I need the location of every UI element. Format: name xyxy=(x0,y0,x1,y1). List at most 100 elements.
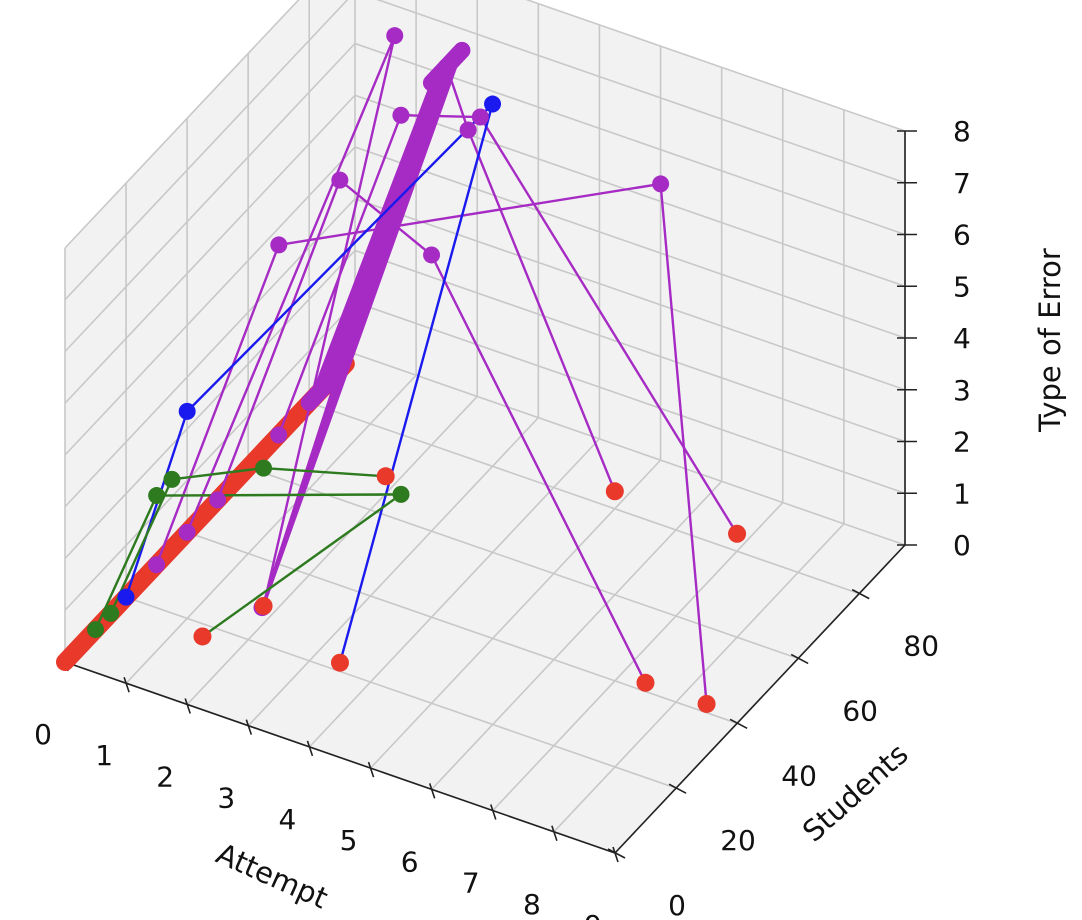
z-tick-label: 8 xyxy=(953,115,971,148)
x-tick-label: 2 xyxy=(156,760,174,793)
grid-line-x-floor xyxy=(369,459,662,769)
grid-line-z-left xyxy=(64,42,356,353)
series-4-end-point xyxy=(728,524,747,543)
series-4-point xyxy=(471,108,489,126)
series-4-line xyxy=(277,113,739,535)
series-3-point xyxy=(438,58,456,76)
x-tick-label: 3 xyxy=(217,782,235,815)
series-4-point xyxy=(392,106,410,124)
z-tick-label: 0 xyxy=(953,529,971,562)
y-tick xyxy=(851,588,870,600)
grid-line-x-floor xyxy=(492,502,784,812)
series-1-point xyxy=(331,361,349,379)
series-9-point xyxy=(392,485,410,503)
x-tick xyxy=(184,698,191,714)
x-tick xyxy=(490,804,497,820)
z-tick-label: 2 xyxy=(953,426,971,459)
grid-line-z-back xyxy=(376,0,906,184)
z-axis-label: Type of Error xyxy=(1033,248,1067,433)
grid-line-y-floor xyxy=(247,466,799,660)
grid-line-z-left xyxy=(64,0,349,301)
series-points xyxy=(87,27,747,713)
series-3-point xyxy=(315,377,333,395)
series-5-end-point xyxy=(636,673,655,692)
series-8-point xyxy=(102,604,120,622)
series-3-point xyxy=(459,121,477,139)
grid-line-z-back xyxy=(525,0,906,132)
grid-line-x-floor xyxy=(186,395,478,705)
series-2-point xyxy=(178,523,196,541)
grid-line-x-floor xyxy=(553,523,845,833)
grid-line-z-back xyxy=(354,197,906,391)
x-tick-label: 4 xyxy=(279,803,297,836)
y-tick xyxy=(729,718,748,730)
grid-line-z-left xyxy=(64,301,356,611)
y-tick xyxy=(790,653,809,665)
y-tick-label: 40 xyxy=(781,759,817,792)
y-tick-label: 20 xyxy=(720,824,756,857)
series-7-point xyxy=(484,95,502,113)
x-tick-label: 1 xyxy=(95,739,113,772)
grid-line-x-floor xyxy=(247,417,539,727)
grid-line-z-left xyxy=(64,146,356,456)
y-tick xyxy=(607,848,626,859)
x-axis-line xyxy=(64,661,616,854)
z-tick-label: 7 xyxy=(953,167,971,200)
grid-line-z-left xyxy=(64,94,356,404)
series-6-point xyxy=(652,175,670,193)
series-7-line xyxy=(124,99,495,664)
grid-line-z-left xyxy=(64,249,356,560)
x-axis-label: Attempt xyxy=(211,836,333,915)
grid-line-z-back xyxy=(354,94,906,288)
grid-line-z-back xyxy=(354,301,906,495)
series-1-point xyxy=(453,41,471,59)
y-tick-label: 80 xyxy=(903,630,939,663)
x-tick xyxy=(306,740,314,757)
grid-line-z-back xyxy=(354,353,906,546)
series-6-point xyxy=(148,556,166,574)
left-pane xyxy=(65,0,355,662)
series-5-point xyxy=(331,171,349,189)
x-tick-label: 9 xyxy=(584,909,602,920)
grid-line-y-floor xyxy=(308,401,860,595)
series-6-line xyxy=(155,182,708,705)
series-6-end-point xyxy=(697,694,716,713)
x-tick-label: 8 xyxy=(523,888,541,920)
z-tick-label: 5 xyxy=(953,270,971,303)
series-7-end-point xyxy=(330,653,349,672)
z-tick-label: 6 xyxy=(953,219,971,252)
x-tick-label: 0 xyxy=(34,718,52,751)
series-8-line xyxy=(109,466,386,614)
x-tick-label: 6 xyxy=(401,845,419,878)
grid-line-z-back xyxy=(354,249,906,443)
x-tick xyxy=(367,761,375,778)
z-tick-label: 4 xyxy=(953,322,971,355)
series-8-end-point xyxy=(376,467,395,486)
series-8-point xyxy=(163,470,181,488)
grid-line-z-back xyxy=(354,146,906,339)
series-4-point xyxy=(270,426,288,444)
series-9-end-point xyxy=(193,627,212,646)
z-tick-label: 3 xyxy=(953,374,971,407)
series-2-point xyxy=(386,27,404,45)
series-6-point xyxy=(270,236,288,254)
grid-line-y-floor xyxy=(125,596,677,789)
grid-line-z-left xyxy=(64,0,300,249)
series-9-point xyxy=(87,621,105,639)
grid-line-x-floor xyxy=(308,438,601,748)
x-tick xyxy=(612,846,619,863)
y-tick-label: 60 xyxy=(842,694,878,727)
series-9-line xyxy=(94,493,405,638)
floor-pane xyxy=(65,354,905,853)
series-3-end-point xyxy=(605,482,624,501)
z-tick-label: 1 xyxy=(953,477,971,510)
series-9-point xyxy=(148,487,166,505)
x-tick xyxy=(245,719,253,735)
grid-line-x-floor xyxy=(125,374,417,684)
y-axis-label: Students xyxy=(796,737,915,849)
series-5-line xyxy=(216,178,647,684)
tick-marks xyxy=(62,130,917,863)
series-7-point xyxy=(178,402,196,420)
series-5-point xyxy=(423,246,441,264)
